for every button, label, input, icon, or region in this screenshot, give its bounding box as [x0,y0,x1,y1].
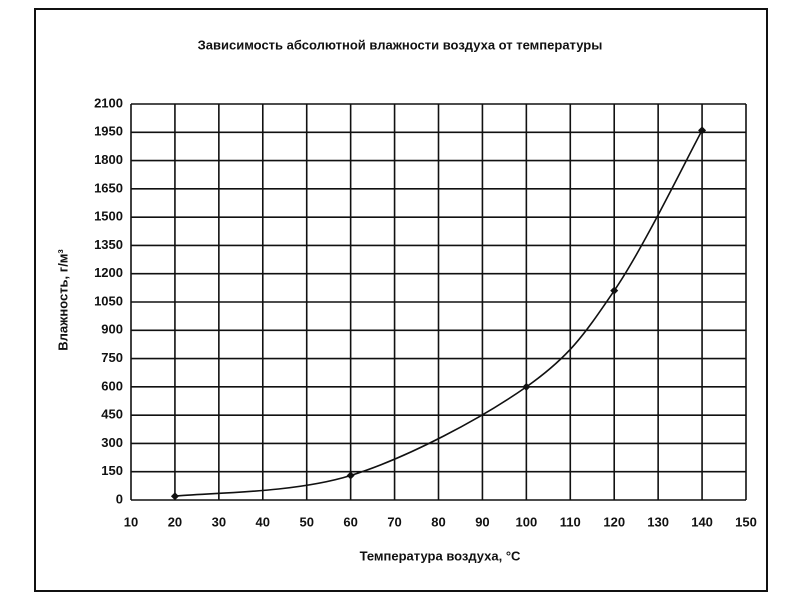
data-point [698,126,707,135]
x-tick-label: 110 [560,514,581,529]
x-tick-label: 150 [735,514,757,529]
y-tick-label: 1200 [94,265,123,280]
x-tick-label: 10 [124,514,138,529]
x-tick-label: 40 [256,514,270,529]
x-axis-label: Температура воздуха, °C [360,548,521,563]
data-point [610,286,619,295]
x-tick-label: 20 [168,514,182,529]
x-tick-label: 130 [647,514,669,529]
data-point [522,382,531,391]
y-tick-label: 150 [101,463,123,478]
data-point [346,471,355,480]
data-line [174,130,703,498]
y-tick-label: 450 [101,407,123,422]
y-tick-label: 1800 [94,152,123,167]
y-tick-label: 1950 [94,124,123,139]
data-point [170,492,179,501]
x-tick-label: 90 [475,514,489,529]
y-tick-label: 2100 [94,95,123,110]
x-tick-label: 30 [212,514,226,529]
y-tick-label: 750 [101,350,123,365]
x-tick-label: 60 [343,514,357,529]
chart-title: Зависимость абсолютной влажности воздуха… [198,37,603,52]
y-tick-label: 600 [101,378,123,393]
x-tick-label: 140 [691,514,713,529]
y-axis-label: Влажность, г/м³ [55,249,70,351]
x-tick-label: 100 [516,514,538,529]
y-tick-label: 1350 [94,237,123,252]
y-tick-label: 1650 [94,180,123,195]
y-tick-label: 0 [116,491,123,506]
x-tick-label: 80 [431,514,445,529]
x-tick-label: 120 [603,514,625,529]
y-tick-label: 300 [101,435,123,450]
x-tick-label: 50 [299,514,313,529]
y-tick-label: 900 [101,322,123,337]
y-tick-label: 1500 [94,209,123,224]
y-tick-label: 1050 [94,293,123,308]
chart-frame [34,8,768,592]
x-tick-label: 70 [387,514,401,529]
